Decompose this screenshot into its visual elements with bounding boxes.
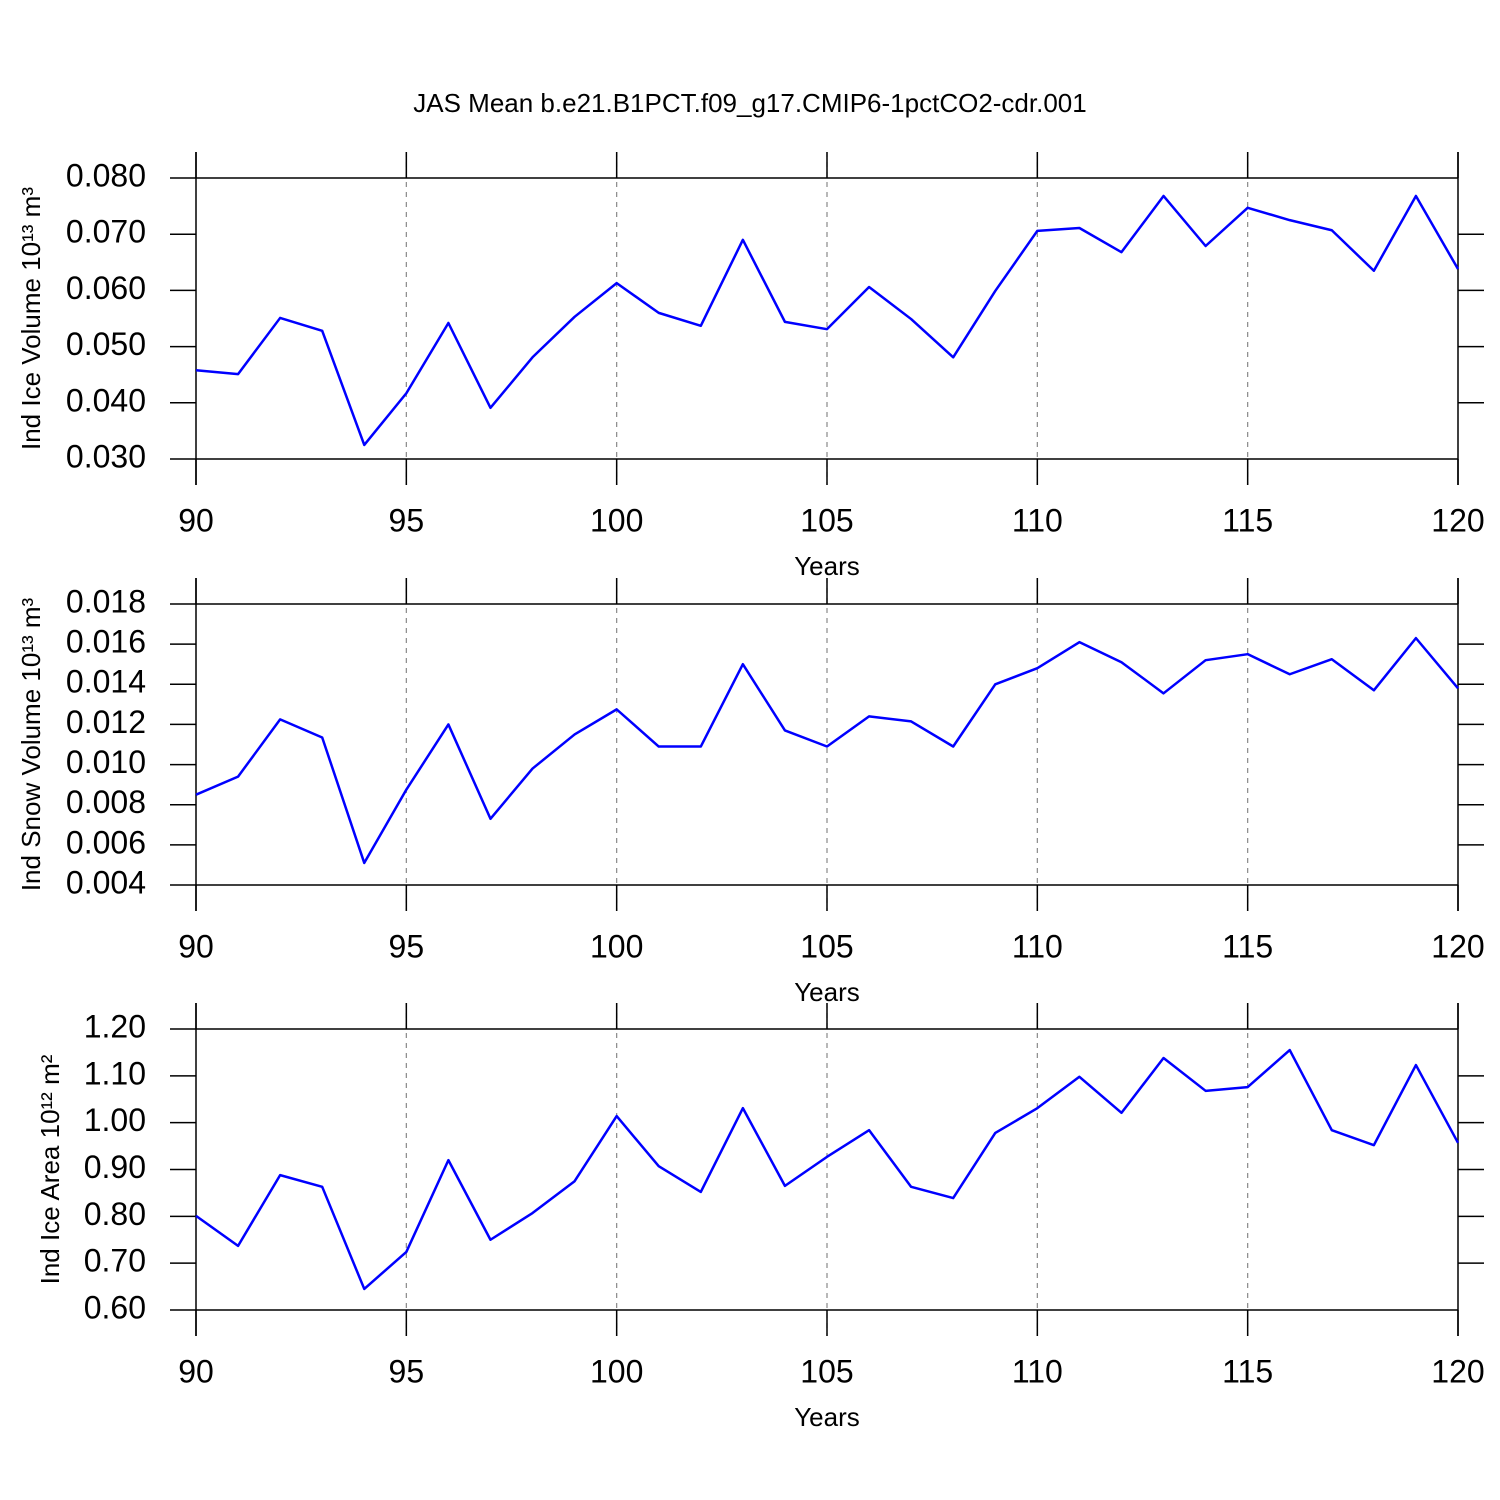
x-tick-label: 95 [389,1353,425,1389]
y-axis-label: Ind Ice Volume 10¹³ m³ [16,187,46,450]
y-tick-label: 0.070 [66,214,146,250]
x-tick-label: 90 [178,502,214,538]
y-tick-label: 0.004 [66,864,146,900]
y-tick-label: 0.018 [66,583,146,619]
x-tick-label: 120 [1431,928,1484,964]
x-tick-label: 105 [800,502,853,538]
y-tick-label: 0.014 [66,664,146,700]
data-line [195,194,1460,447]
x-tick-label: 95 [389,502,425,538]
y-tick-label: 0.040 [66,382,146,418]
y-tick-label: 0.050 [66,326,146,362]
x-axis-label: Years [794,551,860,581]
y-tick-label: 0.80 [84,1196,146,1232]
y-tick-label: 0.70 [84,1243,146,1279]
x-tick-label: 120 [1431,1353,1484,1389]
y-tick-label: 0.016 [66,624,146,660]
y-tick-label: 0.030 [66,438,146,474]
x-tick-label: 105 [800,1353,853,1389]
x-tick-label: 115 [1222,928,1273,964]
x-tick-label: 115 [1222,502,1273,538]
x-tick-label: 110 [1012,1353,1063,1389]
y-tick-label: 0.90 [84,1149,146,1185]
x-tick-label: 110 [1012,502,1063,538]
x-tick-label: 95 [389,928,425,964]
y-tick-label: 0.006 [66,824,146,860]
y-tick-label: 0.012 [66,704,146,740]
y-axis-label: Ind Snow Volume 10¹³ m³ [16,597,46,891]
y-tick-label: 1.10 [84,1055,146,1091]
y-tick-label: 1.20 [84,1008,146,1044]
x-tick-label: 90 [178,1353,214,1389]
x-tick-label: 100 [590,928,643,964]
data-line [195,1048,1460,1291]
y-tick-label: 0.080 [66,157,146,193]
x-tick-label: 90 [178,928,214,964]
y-tick-label: 0.060 [66,270,146,306]
y-axis-label: Ind Ice Area 10¹² m² [35,1054,65,1284]
y-tick-label: 0.010 [66,744,146,780]
x-axis-label: Years [794,977,860,1007]
y-tick-label: 1.00 [84,1102,146,1138]
data-line [195,636,1459,865]
x-tick-label: 100 [590,502,643,538]
chart-title: JAS Mean b.e21.B1PCT.f09_g17.CMIP6-1pctC… [413,88,1086,118]
y-tick-label: 0.60 [84,1289,146,1325]
x-tick-label: 105 [800,928,853,964]
y-tick-label: 0.008 [66,784,146,820]
x-tick-label: 110 [1012,928,1063,964]
x-tick-label: 100 [590,1353,643,1389]
x-tick-label: 115 [1222,1353,1273,1389]
x-axis-label: Years [794,1402,860,1432]
x-tick-label: 120 [1431,502,1484,538]
